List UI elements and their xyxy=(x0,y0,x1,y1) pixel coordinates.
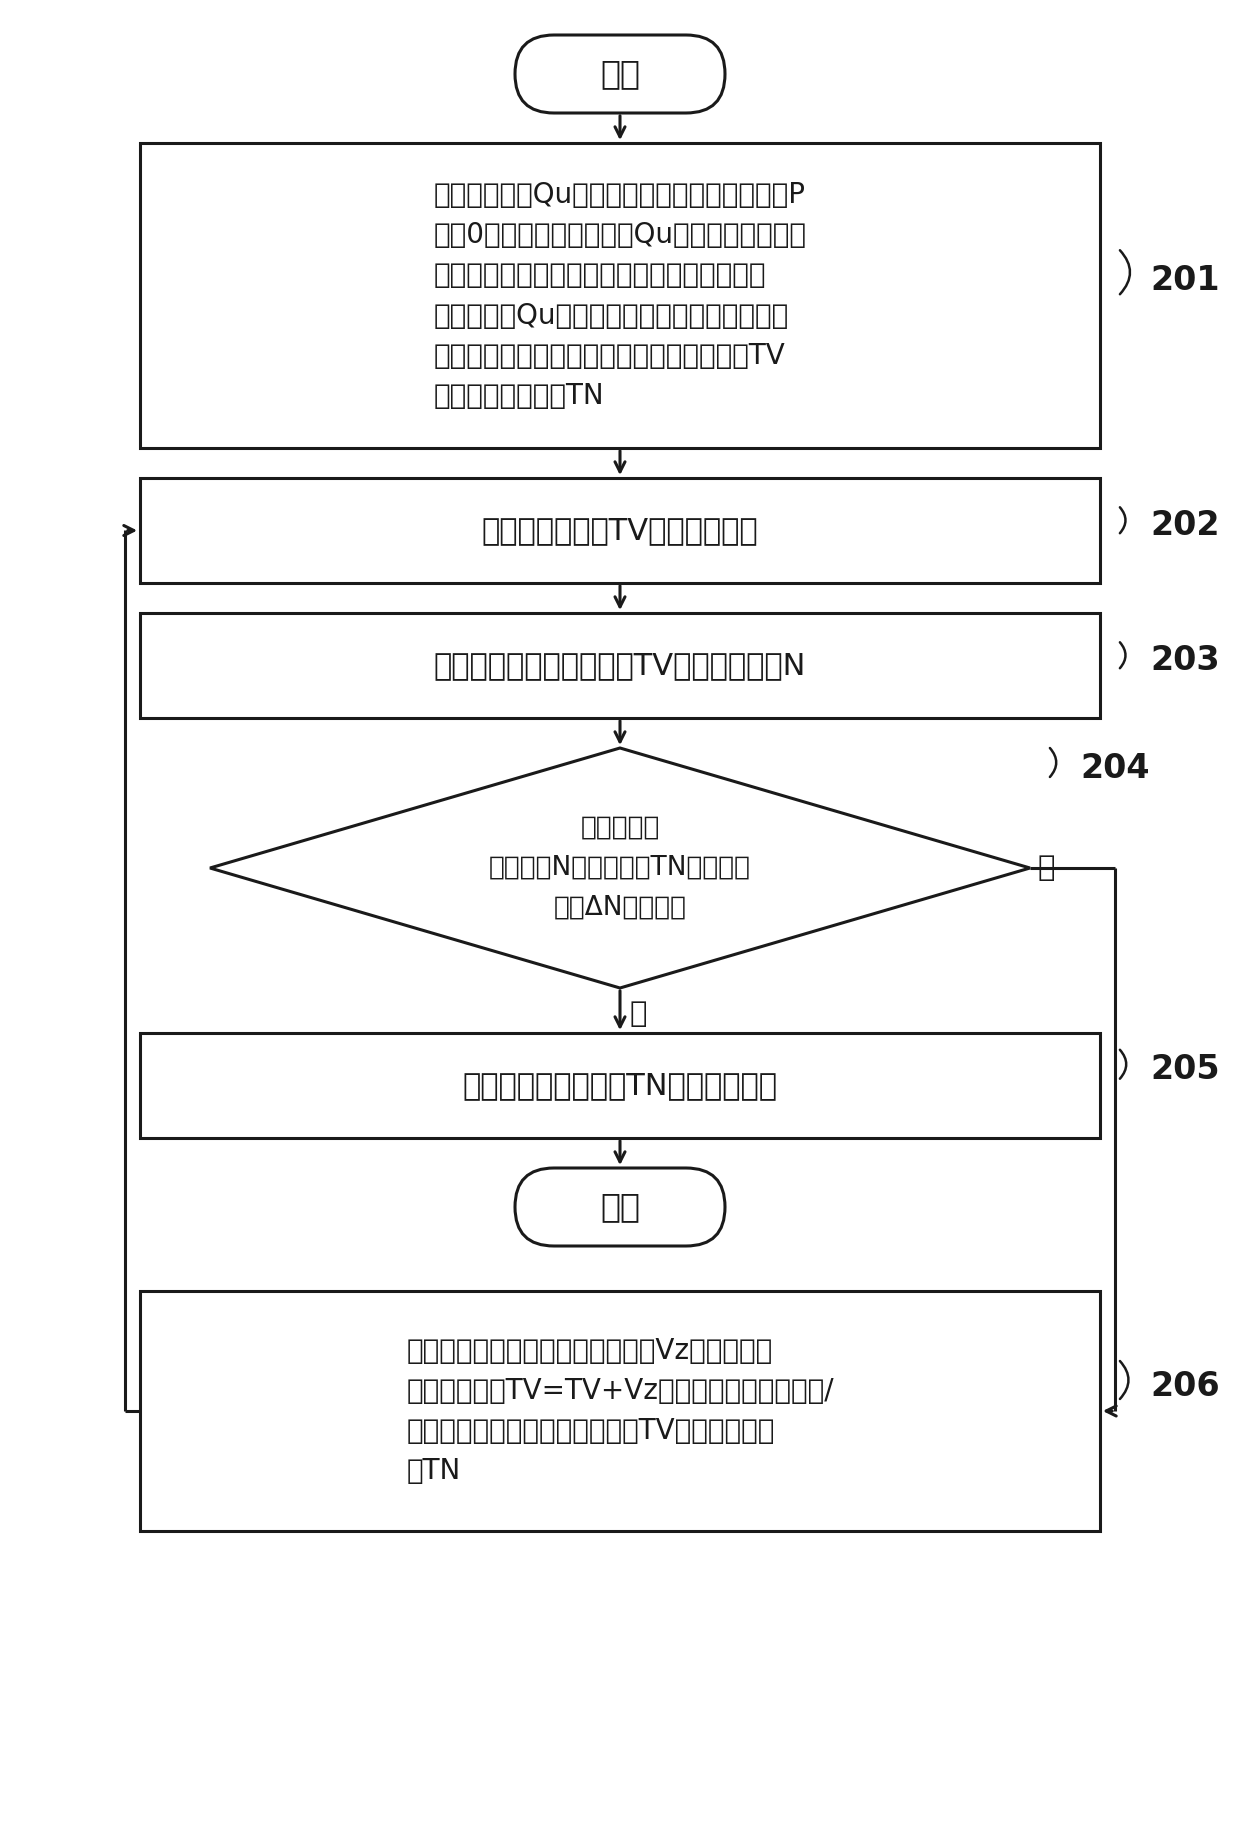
Text: 205: 205 xyxy=(1149,1053,1220,1086)
Text: 201: 201 xyxy=(1149,264,1219,297)
FancyBboxPatch shape xyxy=(515,1169,725,1246)
Bar xyxy=(140,613,1100,717)
Text: 以目标驱动电压TV驱动电机运转: 以目标驱动电压TV驱动电机运转 xyxy=(481,516,759,545)
Text: 202: 202 xyxy=(1149,508,1219,541)
Text: 判断电机的
实际转速N与目标转速TN之间的转
速差ΔN是否为零: 判断电机的 实际转速N与目标转速TN之间的转 速差ΔN是否为零 xyxy=(489,815,751,921)
Bar xyxy=(140,143,1100,448)
FancyBboxPatch shape xyxy=(515,35,725,114)
Text: 206: 206 xyxy=(1149,1371,1220,1404)
Text: 否: 否 xyxy=(1038,853,1055,883)
Text: 203: 203 xyxy=(1149,644,1220,677)
Bar xyxy=(140,1033,1100,1138)
Text: 开始: 开始 xyxy=(600,57,640,90)
Text: 204: 204 xyxy=(1080,752,1149,785)
Text: 维持以所述目标转速TN驱动风扇运转: 维持以所述目标转速TN驱动风扇运转 xyxy=(463,1072,777,1099)
Text: 是: 是 xyxy=(630,1000,647,1028)
Bar xyxy=(140,477,1100,584)
Text: 根据预定风量Qu，查询查找表，获得静态压力P
等于0时，最接近预定风量Qu的已存储的两个操
作点，通过操作点内已知的电压及转速计算出
与预定风量Qu相关的驱动电: 根据预定风量Qu，查询查找表，获得静态压力P 等于0时，最接近预定风量Qu的已存… xyxy=(434,182,806,409)
Bar xyxy=(140,1292,1100,1530)
Text: 结束: 结束 xyxy=(600,1191,640,1224)
Polygon shape xyxy=(210,749,1030,987)
Text: 检测电机在目标驱动电压TV下的实际转速N: 检测电机在目标驱动电压TV下的实际转速N xyxy=(434,651,806,681)
Text: 将所述目标驱动电压增加一增益值Vz以得到新的
目标驱动电压TV=TV+Vz；并通过所述查找表和/
或计算获得与新的目标驱动电压TV对应的目标转
速TN: 将所述目标驱动电压增加一增益值Vz以得到新的 目标驱动电压TV=TV+Vz；并通… xyxy=(407,1338,833,1485)
